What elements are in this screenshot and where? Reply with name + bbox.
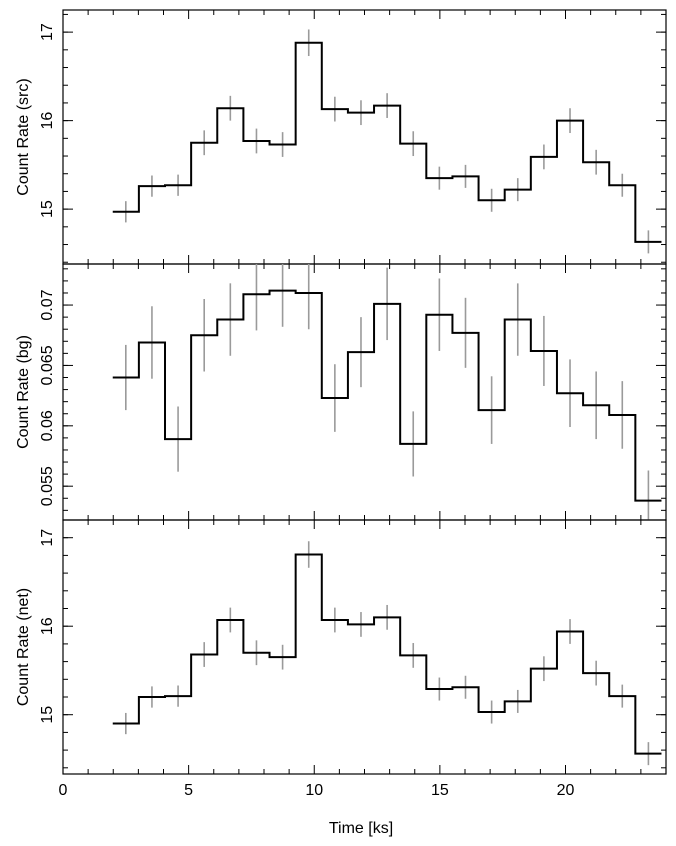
x-tick-label: 20	[557, 782, 575, 799]
net-panel: 15 16 17 Count Rate (net) 0 5 10 15 20	[15, 519, 667, 799]
src-panel: 15 16 17 Count Rate (src)	[15, 9, 667, 265]
y-axis-label: Count Rate (bg)	[15, 335, 32, 449]
x-tick-label: 10	[305, 782, 323, 799]
step-line	[112, 289, 662, 502]
y-tick-label: 0.06	[39, 410, 56, 441]
y-tick-label: 17	[39, 23, 56, 41]
x-axis-label: Time [ks]	[329, 820, 393, 837]
y-tick-label: 0.07	[39, 289, 56, 320]
panel-frame	[62, 9, 667, 265]
y-tick-label: 16	[39, 112, 56, 130]
y-axis-label: Count Rate (src)	[15, 78, 32, 195]
x-tick-label: 5	[184, 782, 193, 799]
y-tick-label: 15	[39, 200, 56, 218]
y-tick-label: 16	[39, 617, 56, 635]
panel-frame	[62, 519, 667, 775]
y-axis-label: Count Rate (net)	[15, 588, 32, 706]
x-tick-label: 15	[431, 782, 449, 799]
x-tick-label: 0	[59, 782, 68, 799]
y-tick-label: 17	[39, 529, 56, 547]
bg-panel: 0.055 0.06 0.065 0.07 Count Rate (bg)	[15, 263, 667, 521]
y-tick-label: 15	[39, 706, 56, 724]
step-line	[112, 41, 662, 243]
y-tick-label: 0.065	[39, 345, 56, 385]
step-line	[112, 553, 662, 755]
panel-frame	[62, 263, 667, 521]
y-tick-label: 0.055	[39, 466, 56, 506]
